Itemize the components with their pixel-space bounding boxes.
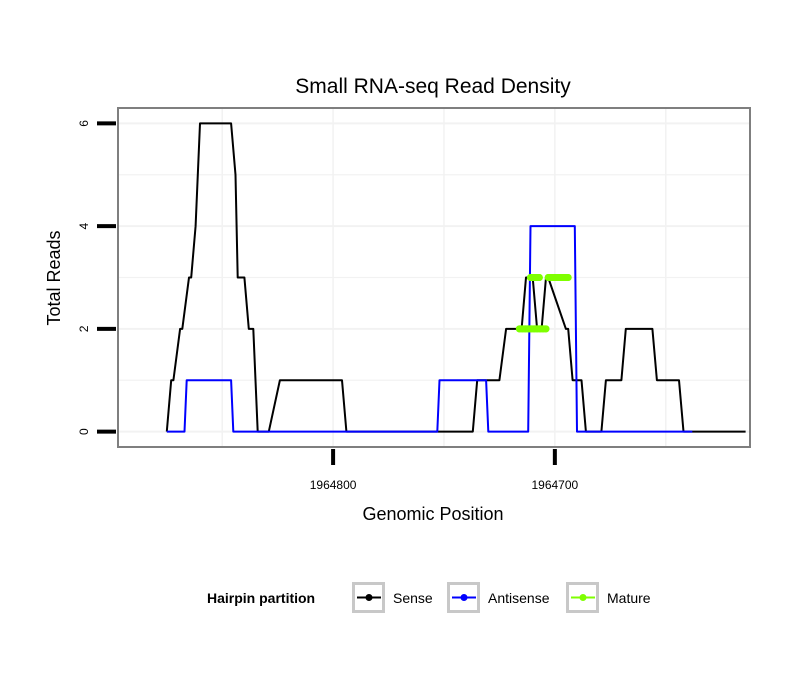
plot-panel-border bbox=[117, 107, 751, 448]
y-tick-label: 0 bbox=[77, 428, 91, 435]
x-axis-title: Genomic Position bbox=[362, 504, 503, 524]
legend-title: Hairpin partition bbox=[207, 590, 315, 606]
mature-point bbox=[535, 274, 543, 281]
legend-label-antisense: Antisense bbox=[488, 590, 550, 606]
y-axis-title: Total Reads bbox=[44, 230, 64, 325]
x-tick-label: 1964700 bbox=[531, 478, 578, 492]
legend-key-point bbox=[579, 594, 587, 601]
legend: Hairpin partition Sense Antisense Mature bbox=[207, 582, 651, 613]
legend-items: Sense Antisense Mature bbox=[352, 582, 651, 613]
y-tick-label: 4 bbox=[77, 222, 91, 229]
legend-label-sense: Sense bbox=[393, 590, 433, 606]
x-axis: 1964800 1964700 bbox=[310, 449, 579, 492]
chart-title: Small RNA-seq Read Density bbox=[295, 75, 571, 98]
mature-point bbox=[542, 325, 550, 333]
x-tick-label: 1964800 bbox=[310, 478, 357, 492]
series-layer bbox=[165, 122, 746, 433]
legend-key-point bbox=[460, 594, 468, 601]
legend-item-sense: Sense bbox=[352, 582, 433, 613]
antisense-series-line bbox=[166, 225, 693, 433]
legend-label-mature: Mature bbox=[607, 590, 651, 606]
legend-key-point bbox=[365, 594, 373, 601]
y-tick-label: 6 bbox=[77, 120, 91, 127]
y-axis: 0 2 4 6 bbox=[77, 120, 116, 435]
sense-series-line bbox=[165, 122, 746, 433]
legend-item-antisense: Antisense bbox=[447, 582, 550, 613]
legend-item-mature: Mature bbox=[566, 582, 651, 613]
mature-point bbox=[564, 274, 572, 281]
y-tick-label: 2 bbox=[77, 325, 91, 332]
